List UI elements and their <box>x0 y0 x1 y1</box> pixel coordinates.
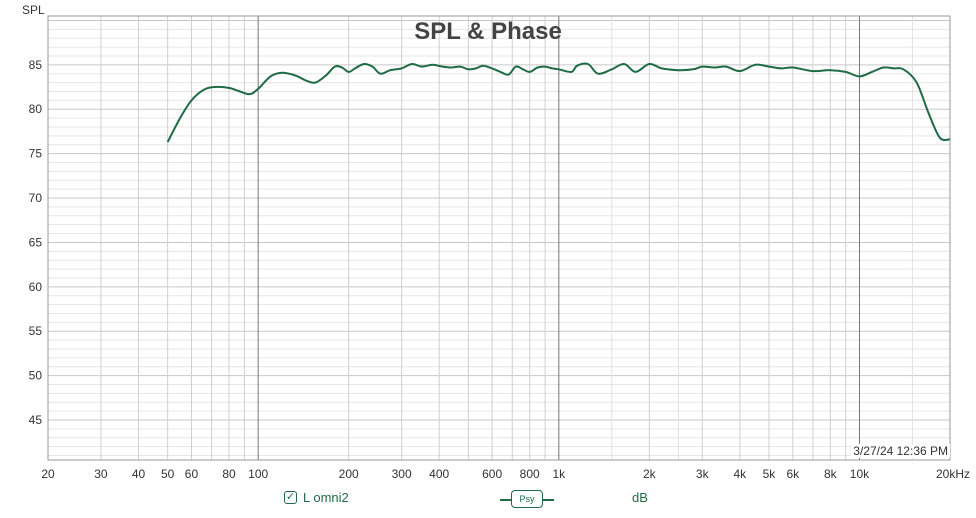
x-tick-label: 5k <box>763 467 777 481</box>
x-tick-label: 80 <box>222 467 236 481</box>
series-line-l-omni2 <box>166 62 951 143</box>
x-tick-label: 600 <box>482 467 502 481</box>
y-tick-label: 55 <box>29 324 43 338</box>
x-tick-label: 60 <box>185 467 199 481</box>
x-tick-label: 6k <box>786 467 800 481</box>
timestamp-label: 3/27/24 12:36 PM <box>851 444 950 458</box>
psy-smoothing-button[interactable]: Psy <box>500 490 554 508</box>
x-tick-label: 300 <box>392 467 412 481</box>
y-tick-label: 80 <box>29 102 43 116</box>
x-tick-label: 50 <box>161 467 175 481</box>
x-tick-label: 1k <box>552 467 566 481</box>
unit-label: dB <box>632 490 648 505</box>
x-tick-label: 100 <box>248 467 268 481</box>
x-tick-label: 40 <box>132 467 146 481</box>
y-tick-label: 60 <box>29 280 43 294</box>
y-tick-label: 75 <box>29 147 43 161</box>
checkbox-checked-icon[interactable]: ✓ <box>284 491 297 504</box>
x-tick-label: 20kHz <box>936 467 970 481</box>
y-axis-ticks: 45 50 55 60 65 70 75 80 85 <box>29 58 43 427</box>
chart-title: SPL & Phase <box>414 18 562 45</box>
psy-label: Psy <box>511 490 543 508</box>
minor-grid <box>47 16 951 460</box>
x-tick-label: 2k <box>643 467 657 481</box>
x-axis-ticks: 20 30 40 50 60 80 100 200 300 400 600 800 1k 2k 3k 4k 5k… <box>41 467 970 481</box>
x-tick-label: 3k <box>696 467 710 481</box>
x-tick-label: 400 <box>429 467 449 481</box>
y-tick-label: 45 <box>29 413 43 427</box>
x-tick-label: 200 <box>339 467 359 481</box>
plot-frame <box>47 15 951 461</box>
legend-series-item[interactable]: ✓ L omni2 <box>284 490 349 505</box>
y-tick-label: 50 <box>29 369 43 383</box>
y-tick-label: 70 <box>29 191 43 205</box>
legend-series-label: L omni2 <box>303 490 349 505</box>
x-tick-label: 30 <box>94 467 108 481</box>
x-tick-label: 10k <box>850 467 870 481</box>
x-tick-label: 8k <box>824 467 838 481</box>
y-axis-label: SPL <box>22 3 45 17</box>
x-tick-label: 800 <box>520 467 540 481</box>
x-tick-label: 20 <box>41 467 55 481</box>
y-tick-label: 85 <box>29 58 43 72</box>
y-tick-label: 65 <box>29 235 43 249</box>
x-tick-label: 4k <box>733 467 747 481</box>
